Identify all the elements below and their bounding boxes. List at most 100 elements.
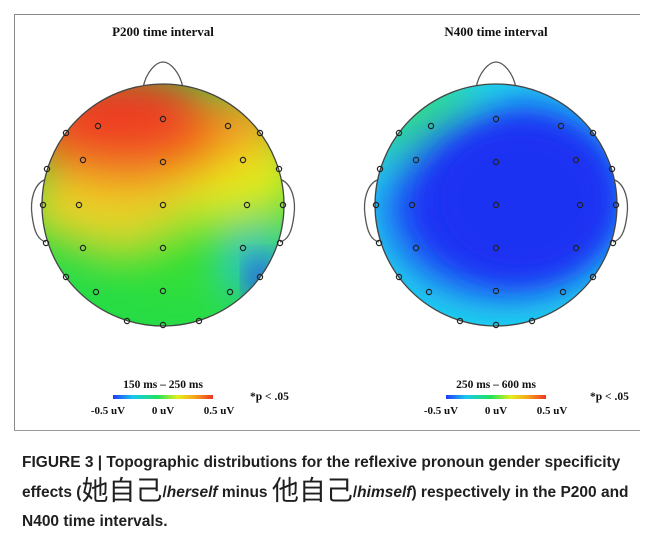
panel-left-electrode-marker (276, 239, 284, 247)
panel-left-electrode-marker (224, 122, 232, 130)
colorbar-left-tick-min: -0.5 uV (91, 405, 125, 417)
panel-right-electrode-marker (609, 239, 617, 247)
panel-left-electrode-marker (62, 129, 70, 137)
panel-left-electrode-marker (159, 321, 167, 329)
panel-right-electrode-marker (612, 201, 620, 209)
caption-text-start: FIGURE 3 | Topographic distributions for… (22, 454, 621, 501)
colorbar-left-tick-max: 0.5 uV (204, 405, 235, 417)
figure-border-top (14, 14, 640, 15)
panel-left-nose (142, 61, 184, 89)
panel-right-electrode-marker (425, 288, 433, 296)
caption-word-herself: herself (166, 484, 218, 501)
panel-left-electrode-marker (79, 156, 87, 164)
panel-left-electrode-marker (159, 201, 167, 209)
panel-right-map (375, 84, 617, 326)
panel-left-electrode-marker (123, 317, 131, 325)
figure-border-bottom (14, 430, 640, 431)
panel-right-electrode-marker (408, 201, 416, 209)
panel-right-electrode-marker (427, 122, 435, 130)
panel-left-map (42, 84, 284, 326)
panel-left-ear-left (30, 179, 47, 243)
panel-right-electrode-marker (589, 129, 597, 137)
panel-left-electrode-marker (62, 273, 70, 281)
colorbar-left-scale-label: 150 ms – 250 ms (123, 379, 203, 391)
panel-right-electrode-marker (376, 165, 384, 173)
panel-left-electrode-marker (79, 244, 87, 252)
panel-right-electrode-marker (492, 158, 500, 166)
panel-left-electrode-marker (92, 288, 100, 296)
panel-left-electrode-marker (275, 165, 283, 173)
panel-right-electrode-marker (395, 273, 403, 281)
panel-right-electrode-marker (412, 156, 420, 164)
panel-right-electrode-marker (412, 244, 420, 252)
panel-left-electrode-marker (239, 156, 247, 164)
colorbar-right-tick-max: 0.5 uV (537, 405, 568, 417)
panel-right-electrode-marker (528, 317, 536, 325)
panel-left-ear-right (279, 179, 296, 243)
panel-right-title: N400 time interval (444, 24, 548, 39)
panel-right-electrode-marker (395, 129, 403, 137)
panel-left-title: P200 time interval (112, 24, 214, 39)
panel-left-electrode-marker (256, 129, 264, 137)
panel-left: P200 time interval (30, 24, 296, 329)
panel-left-electrode-marker (159, 115, 167, 123)
panel-right-electrode-marker (559, 288, 567, 296)
panel-right-head-outline (374, 83, 618, 327)
panel-right-electrode-marker (572, 156, 580, 164)
panel-left-electrode-marker (42, 239, 50, 247)
panel-right-electrodes (372, 115, 620, 329)
panel-right-electrode-marker (372, 201, 380, 209)
panel-left-electrode-marker (256, 273, 264, 281)
caption-cjk-herself: 她自己 (81, 476, 163, 507)
panel-right-electrode-marker (589, 273, 597, 281)
panel-left-electrode-marker (159, 244, 167, 252)
figure-border-left (14, 14, 15, 431)
panel-left-electrode-marker (279, 201, 287, 209)
panel-left-electrode-marker (75, 201, 83, 209)
colorbar-right-tick-mid: 0 uV (485, 405, 507, 417)
panel-right-electrode-marker (456, 317, 464, 325)
panel-left-electrode-marker (239, 244, 247, 252)
panel-right-pvalue: *p < .05 (590, 391, 629, 403)
panel-left-electrode-marker (43, 165, 51, 173)
panel-left-electrodes (39, 115, 287, 329)
colorbar-left-tick-mid: 0 uV (152, 405, 174, 417)
panel-left-head-outline (41, 83, 285, 327)
caption-cjk-himself: 他自己 (271, 476, 353, 507)
colorbar-right-gradient (446, 395, 546, 399)
panel-left-electrode-marker (159, 287, 167, 295)
panel-right-electrode-marker (492, 115, 500, 123)
panel-right-ear-right (612, 179, 629, 243)
caption-word-himself: himself (357, 484, 412, 501)
colorbar-left: 150 ms – 250 ms -0.5 uV 0 uV 0.5 uV *p <… (91, 379, 289, 417)
panel-left-pvalue: *p < .05 (250, 391, 289, 403)
panel-left-electrode-marker (195, 317, 203, 325)
panel-right-electrode-marker (492, 287, 500, 295)
panel-right-electrode-marker (608, 165, 616, 173)
caption-minus: minus (217, 484, 272, 501)
colorbar-right-scale-label: 250 ms – 600 ms (456, 379, 536, 391)
panel-right-nose (475, 61, 517, 89)
panel-left-electrode-marker (226, 288, 234, 296)
panel-left-electrode-marker (243, 201, 251, 209)
panel-left-electrode-marker (94, 122, 102, 130)
panel-right-electrode-marker (492, 201, 500, 209)
panel-right-electrode-marker (375, 239, 383, 247)
figure-caption: FIGURE 3 | Topographic distributions for… (22, 448, 637, 536)
panel-right-electrode-marker (576, 201, 584, 209)
panel-right: N400 time interval (363, 24, 629, 329)
panel-right-electrode-marker (492, 244, 500, 252)
colorbar-left-gradient (113, 395, 213, 399)
panel-left-electrode-marker (159, 158, 167, 166)
colorbar-right: 250 ms – 600 ms -0.5 uV 0 uV 0.5 uV *p <… (424, 379, 629, 417)
panel-right-electrode-marker (557, 122, 565, 130)
caption-slash-2: / (352, 484, 358, 501)
colorbar-right-tick-min: -0.5 uV (424, 405, 458, 417)
panel-left-electrode-marker (39, 201, 47, 209)
caption-slash-1: / (162, 484, 167, 501)
topomap-figure: P200 time interval (30, 24, 629, 417)
panel-right-electrode-marker (572, 244, 580, 252)
panel-right-electrode-marker (492, 321, 500, 329)
panel-right-ear-left (363, 179, 380, 243)
